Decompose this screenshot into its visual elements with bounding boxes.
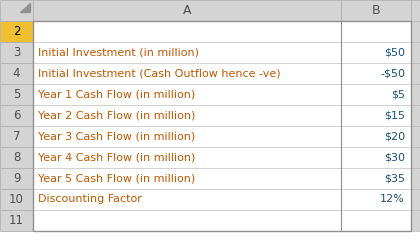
Bar	[0, 42, 33, 63]
Bar	[33, 84, 341, 105]
Bar	[341, 42, 411, 63]
Bar	[0, 168, 33, 189]
Text: $5: $5	[391, 90, 405, 99]
Bar	[411, 126, 420, 147]
Text: B: B	[372, 4, 381, 17]
Bar	[411, 147, 420, 168]
Bar	[411, 0, 420, 21]
Bar	[341, 63, 411, 84]
Bar	[411, 84, 420, 105]
Text: Year 3 Cash Flow (in million): Year 3 Cash Flow (in million)	[38, 131, 195, 142]
Bar	[341, 147, 411, 168]
Bar	[0, 210, 33, 231]
Text: 11: 11	[9, 214, 24, 227]
Text: 4: 4	[13, 67, 20, 80]
Bar	[33, 168, 341, 189]
Bar	[0, 84, 33, 105]
Bar	[33, 210, 341, 231]
Bar	[0, 126, 33, 147]
Text: 8: 8	[13, 151, 20, 164]
Text: $15: $15	[384, 111, 405, 121]
Text: Year 1 Cash Flow (in million): Year 1 Cash Flow (in million)	[38, 90, 195, 99]
Text: Initial Investment (in million): Initial Investment (in million)	[38, 48, 199, 58]
Text: Year 5 Cash Flow (in million): Year 5 Cash Flow (in million)	[38, 174, 195, 184]
Bar	[33, 105, 341, 126]
Bar	[33, 21, 341, 42]
Bar	[0, 105, 33, 126]
Bar	[33, 147, 341, 168]
Bar	[33, 21, 411, 231]
Bar	[341, 126, 411, 147]
Text: 2: 2	[13, 25, 20, 38]
Text: Year 2 Cash Flow (in million): Year 2 Cash Flow (in million)	[38, 111, 195, 121]
Bar	[411, 168, 420, 189]
Text: 5: 5	[13, 88, 20, 101]
Bar	[411, 105, 420, 126]
Bar	[33, 0, 341, 21]
Bar	[33, 189, 341, 210]
Bar	[0, 63, 33, 84]
Text: -$50: -$50	[380, 68, 405, 79]
Bar	[33, 63, 341, 84]
Bar	[341, 84, 411, 105]
Bar	[341, 210, 411, 231]
Text: 7: 7	[13, 130, 20, 143]
Text: 3: 3	[13, 46, 20, 59]
Text: 9: 9	[13, 172, 20, 185]
Bar	[0, 21, 33, 42]
Bar	[411, 189, 420, 210]
Text: Year 4 Cash Flow (in million): Year 4 Cash Flow (in million)	[38, 153, 195, 162]
Text: 10: 10	[9, 193, 24, 206]
Bar	[341, 189, 411, 210]
Text: Discounting Factor: Discounting Factor	[38, 194, 142, 205]
Text: $50: $50	[384, 48, 405, 58]
Text: Initial Investment (Cash Outflow hence -ve): Initial Investment (Cash Outflow hence -…	[38, 68, 281, 79]
Bar	[341, 0, 411, 21]
Bar	[33, 42, 341, 63]
Bar	[0, 0, 33, 21]
Bar	[411, 63, 420, 84]
Text: 12%: 12%	[380, 194, 405, 205]
Bar	[341, 21, 411, 42]
Bar	[411, 42, 420, 63]
Bar	[0, 189, 33, 210]
Text: 6: 6	[13, 109, 20, 122]
Bar	[341, 105, 411, 126]
Polygon shape	[20, 3, 30, 12]
Bar	[0, 147, 33, 168]
Bar	[33, 126, 341, 147]
Text: $30: $30	[384, 153, 405, 162]
Text: A: A	[183, 4, 191, 17]
Bar	[411, 21, 420, 42]
Bar	[341, 168, 411, 189]
Text: $35: $35	[384, 174, 405, 184]
Text: $20: $20	[384, 131, 405, 142]
Bar	[411, 210, 420, 231]
